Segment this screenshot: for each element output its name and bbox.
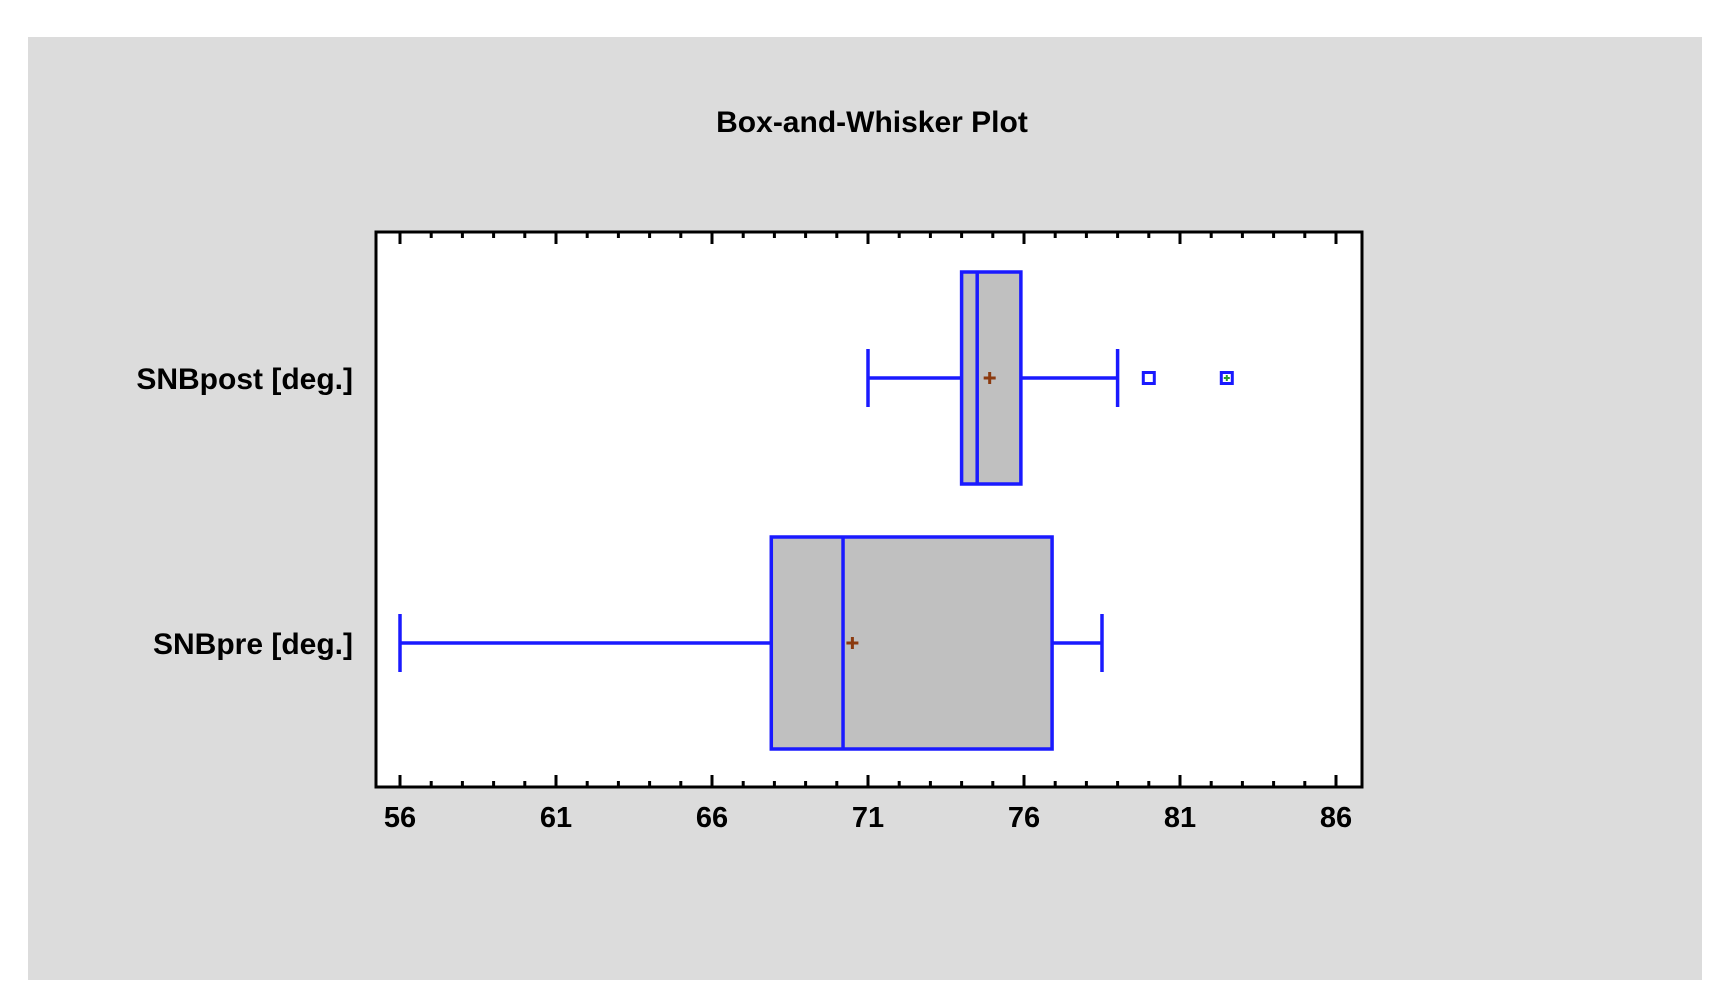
x-axis-tick-labels: 56 61 66 71 76 81 86 xyxy=(384,802,1352,834)
x-tick-label: 56 xyxy=(384,802,416,834)
x-axis-ticks xyxy=(398,232,1338,787)
box-series xyxy=(398,270,1234,751)
box-group xyxy=(398,535,1104,751)
category-label: SNBpost [deg.] xyxy=(136,363,353,396)
x-tick-label: 66 xyxy=(696,802,728,834)
box-group xyxy=(866,270,1234,486)
x-tick-label: 61 xyxy=(540,802,572,834)
box-iqr xyxy=(769,535,1054,751)
category-labels: SNBpost [deg.] SNBpre [deg.] xyxy=(136,363,353,661)
category-label: SNBpre [deg.] xyxy=(153,628,353,661)
x-tick-label: 71 xyxy=(852,802,884,834)
x-tick-label: 81 xyxy=(1164,802,1196,834)
outlier-point xyxy=(1141,371,1156,385)
chart-title: Box-and-Whisker Plot xyxy=(716,106,1028,139)
x-tick-label: 76 xyxy=(1008,802,1040,834)
x-tick-label: 86 xyxy=(1320,802,1352,834)
